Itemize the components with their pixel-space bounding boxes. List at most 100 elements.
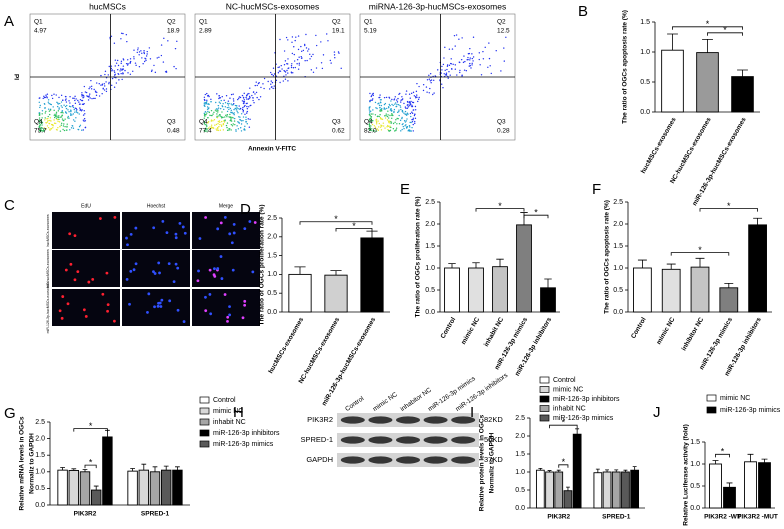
event-dot — [460, 58, 463, 61]
event-dot — [74, 111, 76, 113]
event-dot — [205, 127, 207, 129]
event-dot — [108, 65, 110, 68]
y-tick-label: 1.0 — [690, 461, 700, 468]
event-dot — [218, 115, 220, 117]
event-dot — [237, 98, 239, 101]
significance-label: * — [562, 418, 566, 428]
event-dot — [376, 115, 379, 118]
event-dot — [448, 64, 451, 67]
event-dot — [133, 56, 135, 58]
event-dot — [369, 115, 372, 117]
legend-swatch — [539, 386, 550, 393]
event-dot — [236, 107, 238, 109]
event-dot — [235, 129, 237, 131]
event-dot — [73, 108, 75, 111]
y-tick-label: 2.0 — [613, 221, 623, 228]
cell-nucleus — [251, 270, 255, 274]
event-dot — [386, 126, 388, 128]
event-dot — [216, 126, 219, 129]
event-dot — [441, 69, 443, 71]
event-dot — [396, 101, 399, 103]
cell-nucleus — [82, 308, 86, 312]
event-dot — [146, 50, 148, 53]
event-dot — [402, 123, 404, 125]
event-dot — [101, 84, 104, 86]
event-dot — [454, 64, 456, 66]
event-dot — [219, 123, 221, 126]
event-dot — [448, 48, 451, 50]
event-dot — [490, 72, 492, 75]
row-label: GAPDH — [306, 455, 333, 464]
blot-band — [368, 436, 393, 444]
y-tick-label: 2.0 — [425, 221, 435, 228]
event-dot — [463, 69, 466, 71]
y-tick-label: 1.5 — [35, 452, 45, 459]
cell-nucleus — [106, 309, 109, 313]
event-dot — [84, 91, 87, 93]
event-dot — [81, 99, 83, 102]
event-dot — [78, 113, 80, 115]
event-dot — [65, 101, 68, 103]
cell-nucleus — [64, 268, 68, 272]
event-dot — [210, 124, 213, 126]
event-dot — [217, 111, 219, 113]
event-dot — [383, 96, 386, 99]
event-dot — [242, 109, 245, 112]
event-dot — [46, 121, 49, 123]
event-dot — [226, 126, 228, 129]
significance-bracket — [558, 464, 569, 468]
event-dot — [69, 96, 71, 98]
significance-bracket — [84, 464, 97, 469]
event-dot — [206, 125, 208, 128]
row-label: hucMSCs-exosomes — [46, 214, 50, 247]
legend-swatch — [706, 406, 717, 414]
cell-nucleus — [98, 217, 102, 220]
event-dot — [148, 47, 151, 49]
cell-nucleus — [223, 293, 227, 296]
event-dot — [69, 129, 71, 131]
event-dot — [79, 107, 81, 109]
event-dot — [411, 118, 413, 121]
event-dot — [216, 129, 218, 131]
event-dot — [85, 91, 88, 94]
event-dot — [61, 106, 63, 108]
event-dot — [401, 96, 403, 98]
event-dot — [411, 111, 413, 113]
event-dot — [461, 37, 463, 39]
event-dot — [310, 55, 313, 58]
event-dot — [230, 93, 233, 96]
event-dot — [369, 120, 372, 123]
event-dot — [469, 47, 471, 50]
event-dot — [224, 116, 226, 118]
event-dot — [405, 107, 407, 110]
legend-swatch — [539, 414, 550, 422]
event-dot — [242, 116, 245, 118]
y-tick-label: 0.5 — [640, 79, 650, 86]
event-dot — [284, 78, 287, 80]
event-dot — [284, 70, 286, 72]
event-dot — [203, 121, 206, 124]
event-dot — [233, 120, 236, 122]
event-dot — [81, 129, 83, 131]
cell-nucleus — [213, 274, 217, 278]
error-bar — [761, 458, 768, 463]
cell-nucleus — [219, 255, 223, 258]
event-dot — [278, 66, 281, 68]
event-dot — [60, 111, 62, 114]
event-dot — [63, 104, 65, 106]
event-dot — [47, 119, 49, 122]
event-dot — [232, 93, 234, 95]
event-dot — [218, 120, 221, 122]
cell-nucleus — [161, 220, 165, 223]
error-bar — [623, 469, 628, 472]
event-dot — [205, 103, 208, 105]
quadrant-value: 77.4 — [199, 128, 212, 135]
y-tick-label: 1.0 — [267, 271, 277, 278]
quadrant-name: Q1 — [364, 19, 373, 26]
bar — [492, 266, 508, 313]
event-dot — [243, 99, 246, 101]
event-dot — [239, 96, 242, 99]
event-dot — [207, 110, 209, 113]
error-bar — [294, 266, 306, 275]
event-dot — [258, 98, 260, 101]
